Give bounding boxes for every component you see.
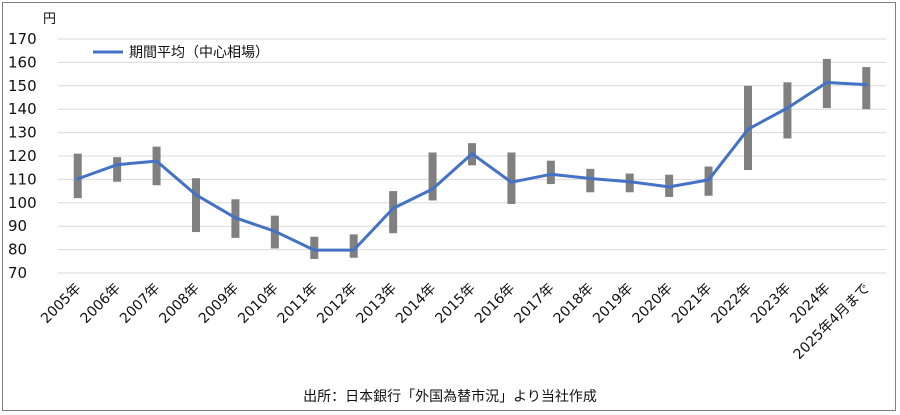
- x-axis-ticks: 2005年2006年2007年2008年2009年2010年2011年2012年…: [38, 281, 873, 363]
- data-point-2: [155, 159, 159, 163]
- data-point-3: [194, 193, 198, 197]
- x-tick-label: 2015年: [432, 281, 478, 327]
- y-tick-label: 170: [8, 30, 37, 48]
- data-point-20: [864, 83, 868, 87]
- series-line-group: [76, 81, 868, 252]
- y-tick-label: 100: [8, 194, 37, 212]
- y-tick-label: 150: [8, 77, 37, 95]
- x-tick-label: 2021年: [669, 281, 715, 327]
- exchange-rate-chart: 70 80 90 100 110 120 130 140 150 160 170 2005年2006…: [8, 12, 886, 405]
- data-point-15: [667, 185, 671, 189]
- x-tick-label: 2023年: [748, 281, 794, 327]
- x-tick-label: 2011年: [275, 281, 321, 327]
- y-tick-label: 160: [8, 53, 37, 71]
- range-bar-18: [783, 82, 792, 139]
- data-point-4: [233, 216, 237, 220]
- data-point-14: [628, 180, 632, 184]
- y-tick-label: 110: [8, 170, 37, 188]
- data-point-19: [825, 81, 829, 85]
- data-point-6: [312, 248, 316, 252]
- range-bar-12: [546, 160, 555, 185]
- y-tick-label: 80: [8, 241, 27, 259]
- x-tick-label: 2012年: [314, 281, 360, 327]
- data-point-9: [431, 187, 435, 191]
- range-bar-11: [507, 152, 516, 204]
- range-bars: [73, 58, 871, 259]
- x-tick-label: 2017年: [511, 281, 557, 327]
- x-tick-label: 2008年: [156, 281, 202, 327]
- y-tick-label: 120: [8, 147, 37, 165]
- range-bar-7: [349, 234, 358, 258]
- y-tick-label: 70: [8, 264, 27, 282]
- data-point-7: [352, 248, 356, 252]
- x-tick-label: 2010年: [235, 281, 281, 327]
- legend: 期間平均（中心相場）: [93, 45, 269, 61]
- data-point-17: [746, 127, 750, 131]
- x-tick-label: 2018年: [551, 281, 597, 327]
- x-tick-label: 2019年: [590, 281, 636, 327]
- y-tick-label: 140: [8, 100, 37, 118]
- data-point-13: [588, 176, 592, 180]
- range-bar-13: [586, 168, 595, 193]
- data-point-18: [785, 106, 789, 110]
- source-note: 出所：日本銀行「外国為替市況」より当社作成: [303, 388, 597, 405]
- data-point-5: [273, 229, 277, 233]
- data-point-0: [76, 177, 80, 181]
- x-tick-label: 2016年: [472, 281, 518, 327]
- range-bar-8: [389, 191, 398, 234]
- y-unit-label: 円: [43, 12, 56, 27]
- y-tick-label: 90: [8, 217, 27, 235]
- x-tick-label: 2005年: [38, 281, 84, 327]
- y-axis-ticks: 70 80 90 100 110 120 130 140 150 160 170: [8, 30, 37, 282]
- data-point-11: [509, 180, 513, 184]
- y-tick-label: 130: [8, 124, 37, 142]
- data-point-12: [549, 172, 553, 176]
- legend-label: 期間平均（中心相場）: [129, 45, 269, 61]
- range-bar-6: [310, 236, 319, 259]
- chart-frame: 70 80 90 100 110 120 130 140 150 160 170 2005年 2006…: [2, 2, 896, 411]
- x-tick-label: 2007年: [117, 281, 163, 327]
- x-tick-label: 2013年: [354, 281, 400, 327]
- range-bar-0: [73, 153, 82, 199]
- x-tick-label: 2006年: [78, 281, 124, 327]
- x-tick-label: 2009年: [196, 281, 242, 327]
- range-bar-3: [192, 178, 200, 233]
- data-point-10: [470, 152, 474, 156]
- range-bar-20: [862, 67, 871, 110]
- x-tick-label: 2020年: [630, 281, 676, 327]
- x-tick-label: 2014年: [393, 281, 439, 327]
- data-point-8: [391, 206, 395, 210]
- range-bar-9: [428, 152, 437, 201]
- range-bar-2: [152, 146, 161, 186]
- data-point-16: [707, 178, 711, 182]
- data-point-1: [115, 163, 119, 167]
- range-bar-1: [113, 157, 122, 182]
- x-tick-label: 2022年: [708, 281, 754, 327]
